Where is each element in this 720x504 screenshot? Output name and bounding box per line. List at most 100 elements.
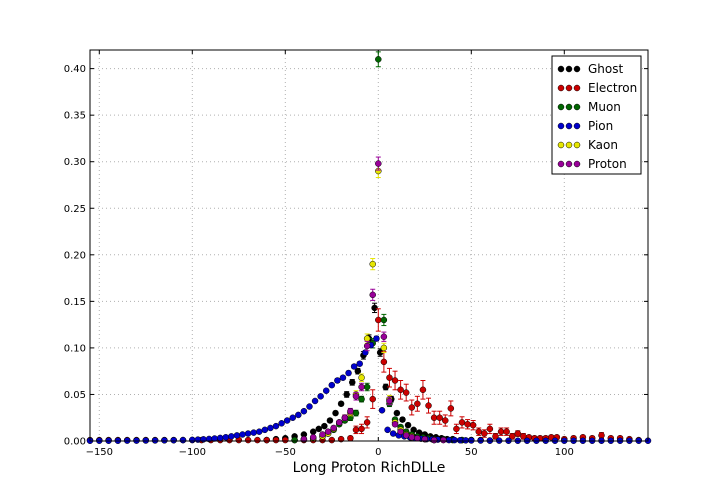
data-point bbox=[356, 360, 363, 367]
data-point bbox=[343, 391, 350, 398]
data-point bbox=[391, 420, 399, 428]
data-point bbox=[402, 432, 410, 439]
data-point bbox=[315, 425, 323, 433]
data-point bbox=[261, 426, 269, 434]
data-point bbox=[324, 428, 332, 435]
legend-item-ghost: Ghost bbox=[557, 62, 623, 76]
data-point bbox=[309, 428, 317, 435]
plot-frame bbox=[89, 49, 649, 442]
data-point bbox=[462, 437, 469, 444]
data-point bbox=[289, 414, 296, 421]
data-point bbox=[380, 358, 388, 366]
series-electron bbox=[86, 308, 642, 444]
data-point bbox=[468, 437, 475, 444]
data-point bbox=[514, 430, 522, 437]
data-point bbox=[442, 417, 449, 424]
data-point bbox=[363, 335, 371, 342]
data-point bbox=[328, 381, 336, 389]
data-point bbox=[291, 436, 298, 444]
data-point bbox=[358, 374, 365, 381]
data-point bbox=[397, 428, 404, 435]
data-point bbox=[189, 436, 196, 444]
legend-marker bbox=[557, 65, 565, 73]
data-point bbox=[319, 431, 326, 438]
data-point bbox=[363, 383, 371, 391]
y-tick-label: 0.40 bbox=[64, 64, 86, 75]
data-point bbox=[492, 433, 499, 440]
y-tick-label: 0.10 bbox=[64, 343, 86, 354]
legend-marker bbox=[557, 84, 565, 92]
data-point bbox=[272, 436, 280, 444]
data-point bbox=[430, 414, 438, 421]
data-point bbox=[408, 434, 416, 441]
data-point bbox=[419, 386, 427, 394]
legend-label: Kaon bbox=[588, 138, 618, 152]
data-point bbox=[497, 428, 505, 435]
data-point bbox=[321, 422, 328, 430]
data-point bbox=[306, 403, 313, 410]
data-point bbox=[373, 335, 380, 342]
legend-item-kaon: Kaon bbox=[557, 138, 618, 152]
x-ticks: −150 −100 −50 0 50 100 bbox=[86, 50, 574, 458]
data-point bbox=[272, 422, 280, 430]
data-point bbox=[375, 160, 382, 167]
data-point bbox=[244, 430, 252, 437]
data-point bbox=[458, 419, 466, 426]
legend-marker bbox=[565, 65, 573, 73]
y-ticks: 0.00 0.05 0.10 0.15 0.20 0.25 0.30 0.35 0.40 bbox=[64, 64, 648, 448]
data-point bbox=[436, 414, 443, 421]
data-point bbox=[386, 374, 393, 381]
data-point bbox=[389, 430, 397, 437]
data-point bbox=[282, 436, 289, 444]
data-point bbox=[335, 419, 343, 426]
data-point bbox=[378, 407, 386, 414]
legend-marker bbox=[565, 84, 573, 92]
data-point bbox=[216, 434, 224, 442]
data-point bbox=[445, 436, 453, 444]
data-point bbox=[151, 437, 159, 444]
x-tick-label: −50 bbox=[275, 447, 296, 458]
data-point bbox=[375, 316, 382, 324]
x-axis-label: Long Proton RichDLLe bbox=[293, 460, 446, 476]
data-point bbox=[386, 397, 393, 405]
legend-item-proton: Proton bbox=[557, 157, 627, 171]
data-point bbox=[425, 402, 432, 409]
data-point bbox=[263, 436, 270, 444]
data-point bbox=[250, 429, 257, 436]
data-point bbox=[399, 416, 406, 423]
legend-item-electron: Electron bbox=[557, 81, 637, 95]
data-point bbox=[322, 387, 330, 394]
data-point bbox=[486, 425, 494, 433]
data-point bbox=[283, 417, 291, 424]
data-point bbox=[228, 433, 235, 440]
data-point bbox=[469, 421, 477, 429]
x-tick-label: −150 bbox=[86, 447, 113, 458]
y-tick-label: 0.00 bbox=[64, 437, 86, 448]
legend: Ghost Electron Muon Pion Kaon Proton bbox=[551, 55, 642, 175]
legend-marker bbox=[557, 160, 565, 168]
data-point bbox=[393, 409, 401, 417]
data-point bbox=[358, 383, 365, 391]
data-point bbox=[354, 367, 362, 375]
legend-box bbox=[551, 55, 642, 175]
legend-marker bbox=[565, 122, 573, 130]
data-point bbox=[380, 316, 388, 324]
y-tick-label: 0.20 bbox=[64, 250, 86, 261]
data-point bbox=[161, 437, 168, 444]
legend-marker bbox=[565, 141, 573, 149]
data-point bbox=[233, 432, 241, 439]
data-point bbox=[350, 363, 358, 370]
data-point bbox=[317, 393, 324, 400]
y-tick-label: 0.30 bbox=[64, 157, 86, 168]
legend-marker bbox=[557, 141, 565, 149]
data-point bbox=[239, 431, 246, 438]
data-point bbox=[345, 369, 352, 377]
legend-marker bbox=[573, 160, 581, 168]
data-point bbox=[358, 425, 365, 433]
data-point bbox=[397, 386, 404, 394]
data-point bbox=[256, 428, 263, 435]
data-point bbox=[330, 424, 337, 432]
legend-marker bbox=[565, 103, 573, 111]
series-proton bbox=[300, 156, 447, 444]
